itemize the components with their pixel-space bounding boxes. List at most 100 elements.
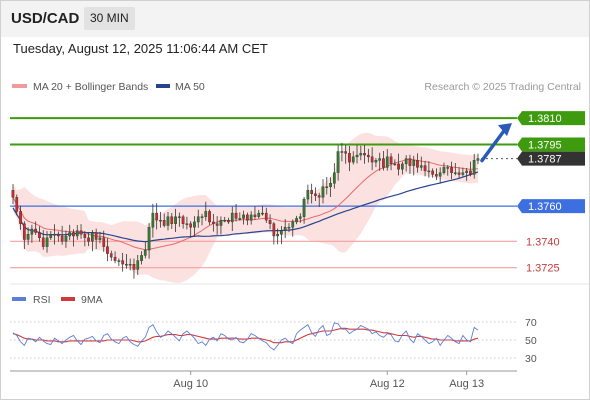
credit-label: Research © 2025 Trading Central [424,81,581,93]
candle [321,186,325,198]
candle [234,212,238,219]
candle [196,216,200,223]
forecast-arrow [480,126,508,163]
candle [446,167,450,169]
candle [268,219,272,224]
candle [102,237,106,247]
candle [363,153,366,156]
candle [457,172,461,175]
level-label-1-3810-box [517,111,585,126]
ma20-legend-label: MA 20 + Bollinger Bands [33,81,148,93]
candle [87,237,90,242]
candle [280,230,283,235]
candle [193,221,196,228]
ma50-legend-label: MA 50 [175,81,205,93]
candle [427,170,431,173]
candle [162,219,166,226]
candle [435,174,438,177]
candle [223,219,226,222]
candle [329,182,332,187]
candle [79,230,83,235]
candle [336,151,340,173]
rsi-ma-legend-label: 9MA [81,294,103,306]
candle [83,233,87,238]
candle [298,216,302,219]
candle [382,158,385,168]
candle [170,216,174,224]
candle [60,235,64,242]
rsi-ma-line [12,327,479,344]
candle [132,264,136,270]
candle [438,172,442,177]
candle [461,172,465,175]
x-axis: Aug 10 Aug 12 Aug 13 [173,371,484,390]
candle [351,156,355,163]
candle [57,233,60,237]
rsi-ma-legend-swatch [61,297,75,301]
candle [261,212,264,215]
candle [113,256,117,261]
candle [257,212,261,217]
candle [431,170,434,175]
candle [23,223,26,240]
rsi-panel: 70 50 30 [10,317,537,365]
candle [472,160,476,175]
candle [408,158,412,166]
candle [370,156,374,163]
candle [106,246,109,254]
level-label-1-3740: 1.3740 [526,236,560,248]
candle [30,228,34,235]
ma20-line [12,158,479,251]
candle [389,156,393,165]
candle [469,170,472,175]
candle [272,223,276,237]
timeframe-button[interactable]: 30 MIN [84,7,135,30]
candle [423,165,427,172]
candle [242,214,245,219]
candle [147,226,151,251]
x-tick-label: Aug 13 [449,378,484,390]
candle [393,163,397,166]
candle [302,198,306,217]
ma50-legend-swatch [156,84,170,88]
header-bar: USD/CAD 30 MIN [0,0,590,37]
candle [90,232,94,242]
candle [200,216,204,218]
candle [412,160,416,166]
rsi-legend-label: RSI [33,294,51,306]
candle [128,264,132,266]
candle [15,197,19,212]
candle [397,163,400,170]
bollinger-band [13,132,478,283]
candle [49,233,53,238]
x-tick-label: Aug 10 [173,378,208,390]
candle [385,156,389,168]
candle [159,219,162,222]
candle [215,223,219,226]
level-label-1-3795-box [517,137,585,152]
candle [41,237,45,247]
level-label-1-3787-box [517,151,585,166]
candle [344,151,347,154]
level-label-1-3810: 1.3810 [528,113,562,125]
candle [136,260,140,270]
candle [476,158,480,161]
candle [378,158,381,161]
ma20-legend-swatch [12,84,27,88]
candle [404,158,408,165]
candle [53,233,56,236]
candle [181,216,185,224]
candle [64,235,68,242]
candle [121,260,124,265]
candle [355,154,359,158]
candle [68,232,71,237]
candle [38,232,41,239]
candle [124,264,128,266]
candle [367,154,370,158]
candle [401,163,404,170]
rsi-tick-70: 70 [525,317,537,329]
candle [314,193,317,196]
candle [117,260,121,262]
level-label-1-3787: 1.3787 [528,154,562,166]
rsi-legend-swatch [12,297,26,301]
